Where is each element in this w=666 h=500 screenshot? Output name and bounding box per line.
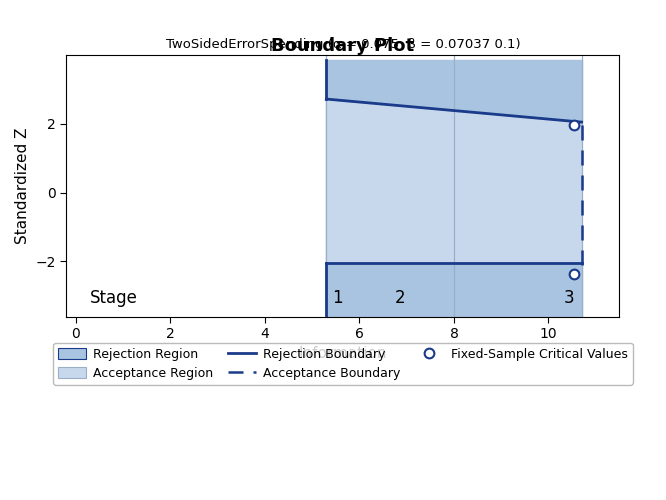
Text: TwoSidedErrorSpending (α = 0.075  β = 0.07037 0.1): TwoSidedErrorSpending (α = 0.075 β = 0.0… xyxy=(166,38,520,51)
Polygon shape xyxy=(326,263,581,316)
X-axis label: Information: Information xyxy=(298,346,387,362)
Polygon shape xyxy=(326,99,581,263)
Legend: Rejection Region, Acceptance Region, Rejection Boundary, Acceptance Boundary, Fi: Rejection Region, Acceptance Region, Rej… xyxy=(53,342,633,385)
Polygon shape xyxy=(326,60,581,122)
Text: 3: 3 xyxy=(564,288,575,306)
Title: Boundary Plot: Boundary Plot xyxy=(271,37,414,55)
Y-axis label: Standardized Z: Standardized Z xyxy=(15,128,30,244)
Text: 1: 1 xyxy=(332,288,342,306)
Text: Stage: Stage xyxy=(90,288,138,306)
Text: 2: 2 xyxy=(395,288,406,306)
